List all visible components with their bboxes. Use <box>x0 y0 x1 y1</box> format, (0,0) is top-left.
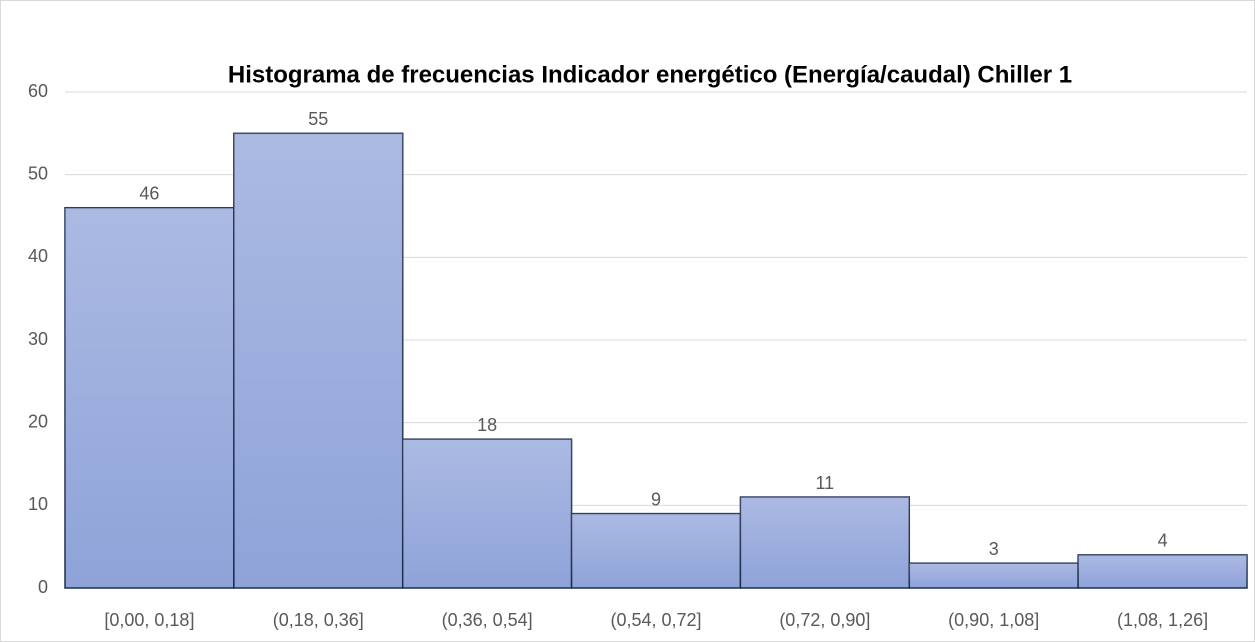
bar <box>64 206 235 589</box>
x-tick-label: (0,36, 0,54] <box>442 610 533 630</box>
data-label: 9 <box>651 489 661 509</box>
data-label: 18 <box>477 415 497 435</box>
data-label: 55 <box>308 109 328 129</box>
x-tick-label: (1,08, 1,26] <box>1117 610 1208 630</box>
bar <box>233 132 404 589</box>
x-tick-label: (0,72, 0,90] <box>779 610 870 630</box>
y-tick-label: 50 <box>28 163 48 183</box>
y-tick-label: 30 <box>28 329 48 349</box>
bar <box>739 496 911 589</box>
x-tick-label: (0,54, 0,72] <box>610 610 701 630</box>
data-label: 46 <box>139 183 159 203</box>
y-tick-label: 10 <box>28 494 48 514</box>
data-label: 3 <box>989 539 999 559</box>
y-tick-label: 60 <box>28 81 48 101</box>
bar <box>570 512 742 589</box>
y-tick-label: 40 <box>28 246 48 266</box>
bar <box>908 562 1079 589</box>
bar <box>401 438 573 589</box>
bar <box>1077 554 1248 589</box>
x-tick-label: (0,90, 1,08] <box>948 610 1039 630</box>
y-tick-label: 0 <box>38 577 48 597</box>
chart-title: Histograma de frecuencias Indicador ener… <box>228 61 1072 88</box>
data-label: 4 <box>1158 531 1168 551</box>
x-tick-label: [0,00, 0,18] <box>104 610 194 630</box>
data-label: 11 <box>816 473 835 493</box>
x-tick-label: (0,18, 0,36] <box>273 610 364 630</box>
y-tick-label: 20 <box>28 411 48 431</box>
